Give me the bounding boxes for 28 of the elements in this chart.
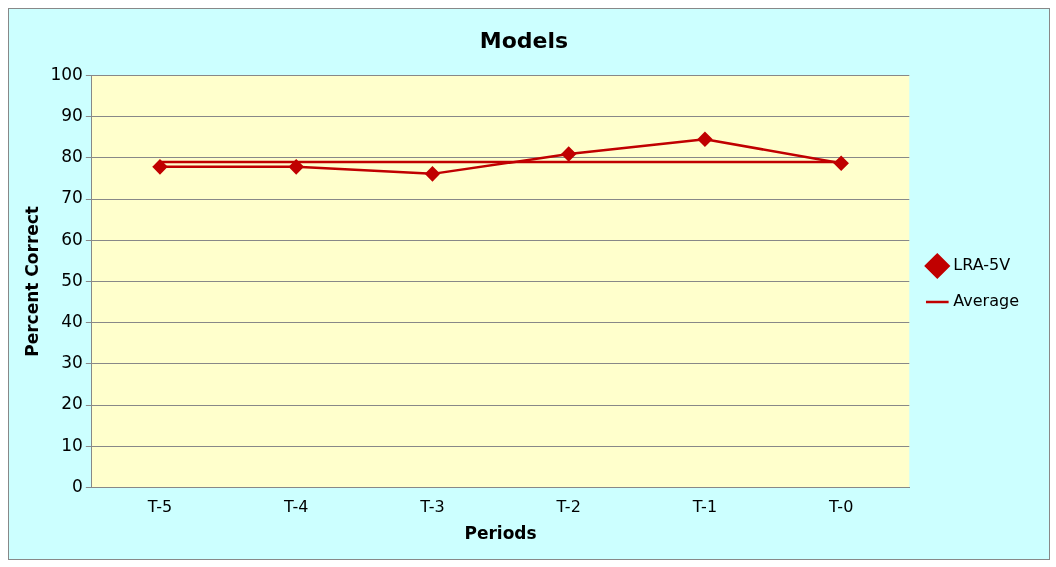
y-tick-label: 70 (61, 187, 83, 208)
x-tick-label: T-0 (828, 497, 854, 517)
chart-title: Models (479, 27, 569, 53)
legend-label: LRA-5V (953, 255, 1011, 275)
y-tick-label: 30 (61, 352, 83, 373)
x-tick-label: T-2 (555, 497, 581, 517)
legend-label: Average (953, 291, 1019, 311)
point (288, 159, 304, 175)
y-tick-label: 80 (61, 146, 83, 167)
y-tick-label: 0 (72, 475, 83, 496)
y-tick-label: 10 (61, 434, 83, 455)
point (697, 132, 713, 147)
y-tick-label: 40 (61, 311, 83, 332)
y-tick-label: 60 (61, 228, 83, 249)
x-tick-label: T-3 (419, 497, 445, 517)
point (425, 166, 440, 182)
y-tick-label: 100 (50, 63, 83, 84)
x-tick-label: T-5 (146, 497, 173, 517)
x-tick-label: T-4 (283, 497, 309, 517)
y-tick-label: 50 (61, 269, 83, 290)
point (152, 159, 168, 175)
y-tick-label: 90 (61, 105, 83, 126)
y-tick-label: 20 (61, 393, 83, 414)
point (561, 146, 576, 162)
x-tick-label: T-1 (691, 497, 718, 517)
point (833, 155, 849, 171)
x-axis-title: Periods (464, 523, 537, 544)
y-axis-title: Percent Correct (21, 206, 42, 357)
